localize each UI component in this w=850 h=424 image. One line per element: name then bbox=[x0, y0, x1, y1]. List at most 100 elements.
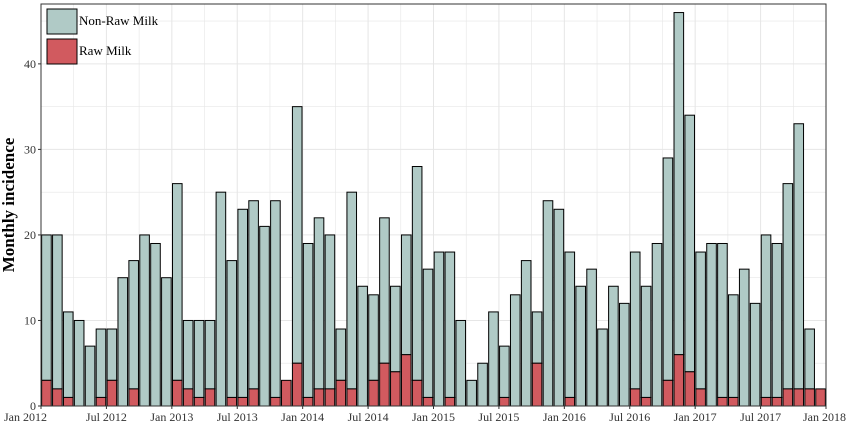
bar-non-raw-milk bbox=[237, 208, 248, 398]
bar-non-raw-milk bbox=[117, 277, 129, 407]
bar-non-raw-milk bbox=[662, 157, 674, 381]
x-tick-label: Jan 2016 bbox=[543, 410, 586, 424]
bar-non-raw-milk bbox=[95, 328, 107, 398]
bar-non-raw-milk bbox=[324, 234, 336, 390]
bar-raw-milk bbox=[771, 396, 783, 407]
bar-non-raw-milk bbox=[161, 277, 172, 407]
bar-raw-milk bbox=[444, 396, 456, 407]
bar-non-raw-milk bbox=[379, 217, 390, 364]
bar-raw-milk bbox=[499, 396, 510, 407]
bar-non-raw-milk bbox=[531, 311, 543, 364]
bar-raw-milk bbox=[62, 396, 74, 407]
bar-non-raw-milk bbox=[695, 251, 706, 390]
bar-raw-milk bbox=[411, 379, 423, 407]
bar-raw-milk bbox=[662, 379, 674, 407]
bar-raw-milk bbox=[95, 396, 107, 407]
bar-non-raw-milk bbox=[542, 200, 554, 407]
bar-non-raw-milk bbox=[738, 268, 750, 407]
bar-raw-milk bbox=[793, 388, 805, 407]
bar-raw-milk bbox=[400, 354, 412, 407]
bar-non-raw-milk bbox=[270, 200, 281, 398]
bar-non-raw-milk bbox=[248, 200, 259, 390]
x-tick-label: Jan 2012 bbox=[4, 410, 47, 424]
bar-non-raw-milk bbox=[771, 242, 783, 398]
bar-non-raw-milk bbox=[313, 217, 325, 390]
x-tick-label: Jul 2014 bbox=[348, 410, 389, 424]
bar-non-raw-milk bbox=[608, 285, 619, 407]
legend-key-raw-milk bbox=[46, 38, 78, 65]
bar-raw-milk bbox=[760, 396, 772, 407]
bar-non-raw-milk bbox=[346, 191, 358, 390]
bar-non-raw-milk bbox=[706, 242, 717, 407]
bar-raw-milk bbox=[270, 396, 281, 407]
bar-raw-milk bbox=[815, 388, 826, 407]
bar-raw-milk bbox=[564, 396, 576, 407]
x-tick-label: Jul 2015 bbox=[478, 410, 519, 424]
bar-raw-milk bbox=[684, 371, 696, 407]
bar-raw-milk bbox=[804, 388, 815, 407]
bar-non-raw-milk bbox=[411, 166, 423, 381]
bar-raw-milk bbox=[379, 362, 390, 407]
bar-raw-milk bbox=[171, 379, 183, 407]
bar-non-raw-milk bbox=[41, 234, 52, 381]
bar-raw-milk bbox=[41, 379, 52, 407]
bar-raw-milk bbox=[695, 388, 706, 407]
x-tick-label: Jul 2013 bbox=[217, 410, 258, 424]
bar-non-raw-milk bbox=[804, 328, 815, 390]
bar-raw-milk bbox=[281, 379, 292, 407]
bar-raw-milk bbox=[182, 388, 194, 407]
bar-non-raw-milk bbox=[619, 302, 630, 407]
bar-raw-milk bbox=[629, 388, 641, 407]
bar-raw-milk bbox=[248, 388, 259, 407]
bar-non-raw-milk bbox=[488, 311, 499, 407]
bar-non-raw-milk bbox=[586, 268, 597, 407]
bar-non-raw-milk bbox=[400, 234, 412, 356]
bar-raw-milk bbox=[390, 371, 401, 407]
bar-non-raw-milk bbox=[477, 362, 488, 407]
legend-label-raw-milk: Raw Milk bbox=[79, 43, 132, 58]
bar-non-raw-milk bbox=[128, 260, 139, 390]
bar-raw-milk bbox=[324, 388, 336, 407]
bar-non-raw-milk bbox=[749, 302, 761, 407]
y-axis-title: Monthly incidence bbox=[0, 137, 18, 272]
bar-non-raw-milk bbox=[629, 251, 641, 390]
x-tick-label: Jan 2017 bbox=[674, 410, 717, 424]
bar-non-raw-milk bbox=[553, 208, 565, 407]
bar-non-raw-milk bbox=[433, 251, 445, 407]
bar-non-raw-milk bbox=[106, 328, 118, 381]
x-tick-label: Jul 2012 bbox=[86, 410, 127, 424]
bar-non-raw-milk bbox=[390, 285, 401, 373]
bar-non-raw-milk bbox=[259, 225, 270, 407]
bar-raw-milk bbox=[717, 396, 728, 407]
bar-non-raw-milk bbox=[52, 234, 63, 390]
bar-non-raw-milk bbox=[226, 260, 238, 398]
bar-non-raw-milk bbox=[215, 191, 227, 407]
bar-raw-milk bbox=[226, 396, 238, 407]
y-tick-label: 40 bbox=[24, 57, 36, 71]
bar-raw-milk bbox=[106, 379, 118, 407]
bar-non-raw-milk bbox=[444, 251, 456, 398]
bar-non-raw-milk bbox=[302, 242, 314, 398]
bar-raw-milk bbox=[368, 379, 379, 407]
bar-non-raw-milk bbox=[640, 285, 652, 398]
bar-raw-milk bbox=[531, 362, 543, 407]
bar-non-raw-milk bbox=[368, 294, 379, 381]
bar-non-raw-milk bbox=[684, 114, 696, 373]
bar-non-raw-milk bbox=[150, 242, 161, 407]
legend-label-non-raw-milk: Non-Raw Milk bbox=[79, 13, 159, 28]
bar-non-raw-milk bbox=[455, 319, 467, 407]
bar-raw-milk bbox=[728, 396, 739, 407]
bar-raw-milk bbox=[673, 354, 685, 407]
bar-raw-milk bbox=[52, 388, 63, 407]
x-tick-label: Jul 2017 bbox=[740, 410, 781, 424]
x-tick-label: Jan 2013 bbox=[150, 410, 193, 424]
bar-non-raw-milk bbox=[84, 345, 96, 407]
y-tick-label: 30 bbox=[24, 142, 36, 156]
bar-non-raw-milk bbox=[499, 345, 510, 398]
bar-non-raw-milk bbox=[575, 285, 586, 407]
bar-non-raw-milk bbox=[204, 319, 216, 390]
x-axis: Jan 2012 Jul 2012 Jan 2013 Jul 2013 Jan 2014… bbox=[4, 406, 846, 424]
bar-non-raw-milk bbox=[291, 106, 303, 364]
bar-non-raw-milk bbox=[782, 183, 794, 390]
